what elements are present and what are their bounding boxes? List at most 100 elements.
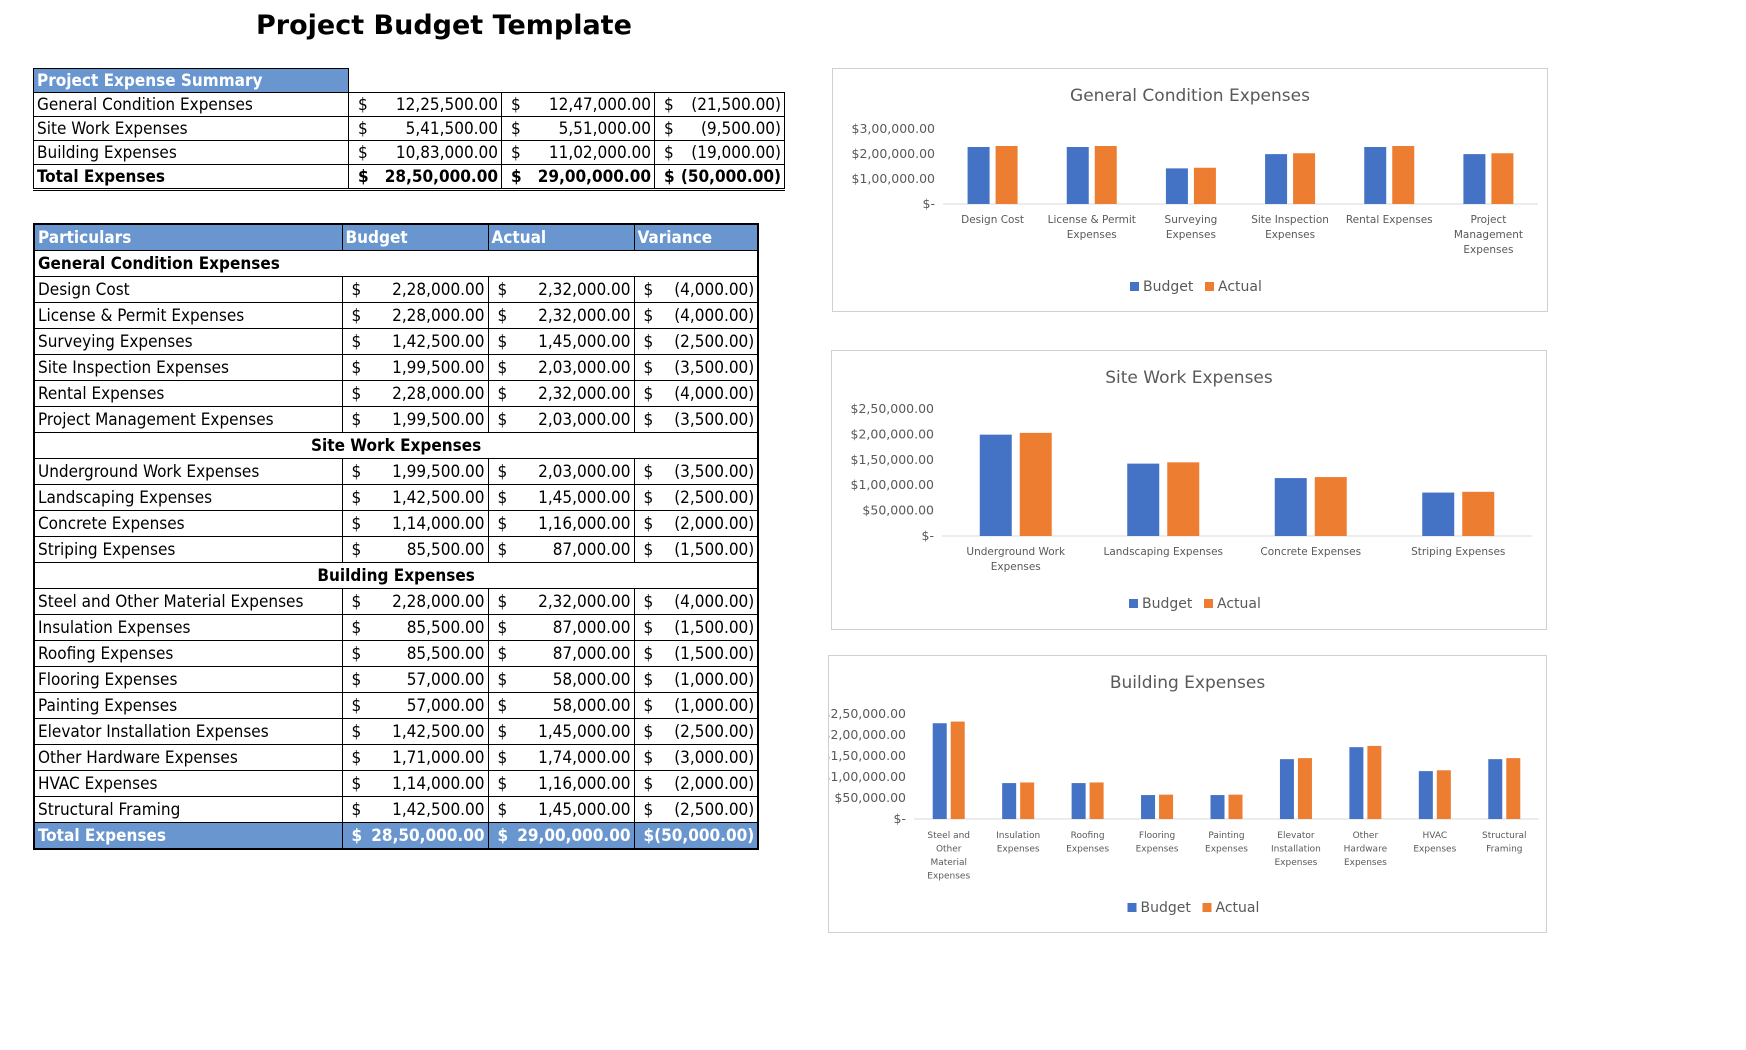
x-tick-label: Structural [1482,831,1527,841]
money-cell: $28,50,000.00 [348,164,502,191]
amount: 1,42,500.00 [392,487,485,508]
row-label: Painting Expenses [33,692,343,719]
money-cell: $1,74,000.00 [487,744,635,771]
money-cell: $1,42,500.00 [341,484,489,511]
bar-budget [967,147,990,204]
x-tick-label: Expenses [997,845,1040,855]
money-cell: $ (1,500.00) [633,640,759,667]
amount: 87,000.00 [552,617,631,638]
amount: 2,28,000.00 [392,279,485,300]
x-tick-label: Painting [1208,831,1244,841]
y-tick-label: $2,00,000.00 [851,426,935,441]
bar-actual [1314,477,1347,536]
money-cell: $29,00,000.00 [501,164,655,191]
x-tick-label: License & Permit [1048,214,1136,226]
row-label: Building Expenses [33,140,349,165]
money-cell: $1,99,500.00 [341,458,489,485]
y-tick-label: $50,000.00 [862,503,934,518]
money-cell: $ (2,500.00) [633,328,759,355]
currency-symbol: $ [351,825,363,846]
currency-symbol: $ [497,539,508,560]
bar-actual [1367,745,1382,819]
currency-symbol: $ [643,721,654,742]
y-tick-label: $1,50,000.00 [829,748,906,763]
chart-site-work: Site Work Expenses $- $50,000.00 $1,00,000.… [831,350,1547,630]
legend-swatch [1130,282,1139,291]
bar-actual [1297,758,1312,819]
amount: 2,32,000.00 [538,383,631,404]
chart-svg: Building Expenses $- $50,000.00 $1,00,000.0… [823,673,1539,916]
table-row: Rental Expenses $2,28,000.00 $2,32,000.00 $… [33,380,759,407]
amount: (1,000.00) [674,695,755,716]
currency-symbol: $ [643,513,654,534]
amount: 2,28,000.00 [392,383,485,404]
table-row: Steel and Other Material Expenses $2,28,0… [33,588,759,615]
bar-actual [1020,782,1035,819]
bar-budget [1002,783,1017,819]
table-row: License & Permit Expenses $2,28,000.00 $2,… [33,302,759,329]
currency-symbol: $ [351,487,362,508]
x-tick-label: Expenses [1166,229,1216,241]
money-cell: $28,50,000.00 [341,822,489,850]
currency-symbol: $ [358,94,368,115]
currency-symbol: $ [497,305,508,326]
y-tick-label: $1,00,000.00 [851,477,935,492]
table-row: HVAC Expenses $1,14,000.00 $1,16,000.00 $ (2… [33,770,759,797]
table-row: Concrete Expenses $1,14,000.00 $1,16,000.0… [33,510,759,537]
money-cell: $1,14,000.00 [341,770,489,797]
table-row: Painting Expenses $57,000.00 $58,000.00 $ (1… [33,692,759,719]
table-row: Striping Expenses $85,500.00 $87,000.00 $ (1… [33,536,759,563]
amount: 1,99,500.00 [392,409,485,430]
money-cell: $ (1,000.00) [633,692,759,719]
legend-label: Budget [1141,900,1192,916]
money-cell: $ (4,000.00) [633,380,759,407]
currency-symbol: $ [497,825,509,846]
amount: (21,500.00) [691,94,781,115]
x-tick-label: Insulation [996,831,1040,841]
amount: 1,74,000.00 [538,747,631,768]
money-cell: $2,28,000.00 [341,588,489,615]
currency-symbol: $ [643,279,654,300]
amount: 58,000.00 [552,695,631,716]
detail-table: Particulars Budget Actual Variance Gener… [33,223,760,850]
y-tick-label: $- [923,196,935,211]
row-label: Rental Expenses [33,380,343,407]
y-tick-label: $- [894,811,906,826]
x-tick-label: Landscaping Expenses [1103,546,1223,558]
currency-symbol: $ [497,409,508,430]
row-label: Surveying Expenses [33,328,343,355]
currency-symbol: $ [351,721,362,742]
row-label: General Condition Expenses [33,92,349,117]
row-label: Steel and Other Material Expenses [33,588,343,615]
money-cell: $1,42,500.00 [341,328,489,355]
x-tick-label: Expenses [1136,845,1179,855]
amount: 57,000.00 [406,669,485,690]
bar-actual [1094,146,1117,204]
row-label: Concrete Expenses [33,510,343,537]
money-cell: $ (9,500.00) [654,116,785,141]
money-cell: $1,16,000.00 [487,770,635,797]
currency-symbol: $ [643,305,654,326]
amount: 2,03,000.00 [538,357,631,378]
header-particulars: Particulars [33,223,343,251]
summary-table: Project Expense Summary General Conditio… [33,68,785,191]
x-tick-label: HVAC [1423,831,1448,841]
row-label: Total Expenses [33,822,343,850]
y-tick-label: $2,50,000.00 [851,401,935,416]
money-cell: $5,51,000.00 [501,116,655,141]
amount: (4,000.00) [674,383,755,404]
chart-title: Building Expenses [1110,673,1266,693]
table-row: Elevator Installation Expenses $1,42,500.… [33,718,759,745]
currency-symbol: $ [643,591,654,612]
header-variance: Variance [633,223,759,251]
money-cell: $2,03,000.00 [487,406,635,433]
money-cell: $11,02,000.00 [501,140,655,165]
table-row: Project Management Expenses $1,99,500.00 $… [33,406,759,433]
chart-general-condition: General Condition Expenses $- $1,00,000.00… [832,68,1548,312]
money-cell: $1,71,000.00 [341,744,489,771]
currency-symbol: $ [351,331,362,352]
y-tick-label: $- [922,528,934,543]
money-cell: $1,42,500.00 [341,718,489,745]
bar-budget [1349,747,1364,819]
money-cell: $2,28,000.00 [341,276,489,303]
